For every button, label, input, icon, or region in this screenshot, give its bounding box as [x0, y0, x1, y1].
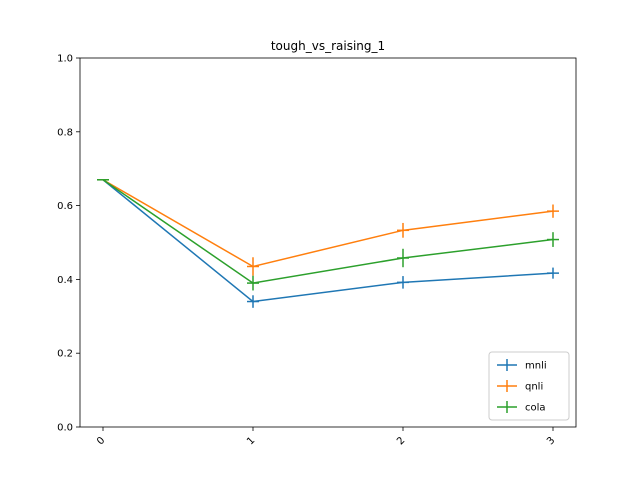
- y-tick-label: 0.8: [57, 127, 73, 138]
- series-cola: [97, 179, 559, 291]
- series-line-mnli: [102, 179, 554, 303]
- legend-box: [488, 351, 570, 421]
- y-tick-label: 0.0: [57, 423, 73, 434]
- plot-frame: [79, 57, 577, 428]
- y-tick-label: 1.0: [57, 54, 73, 65]
- series-line-cola: [102, 179, 554, 284]
- chart-title: tough_vs_raising_1: [271, 39, 385, 53]
- series-line-qnli: [102, 179, 554, 268]
- legend-label-cola: cola: [525, 403, 546, 414]
- legend-label-qnli: qnli: [525, 382, 543, 393]
- y-tick-label: 0.4: [57, 275, 73, 286]
- y-tick-label: 0.2: [57, 349, 73, 360]
- legend-label-mnli: mnli: [525, 361, 547, 372]
- y-tick-label: 0.6: [57, 201, 73, 212]
